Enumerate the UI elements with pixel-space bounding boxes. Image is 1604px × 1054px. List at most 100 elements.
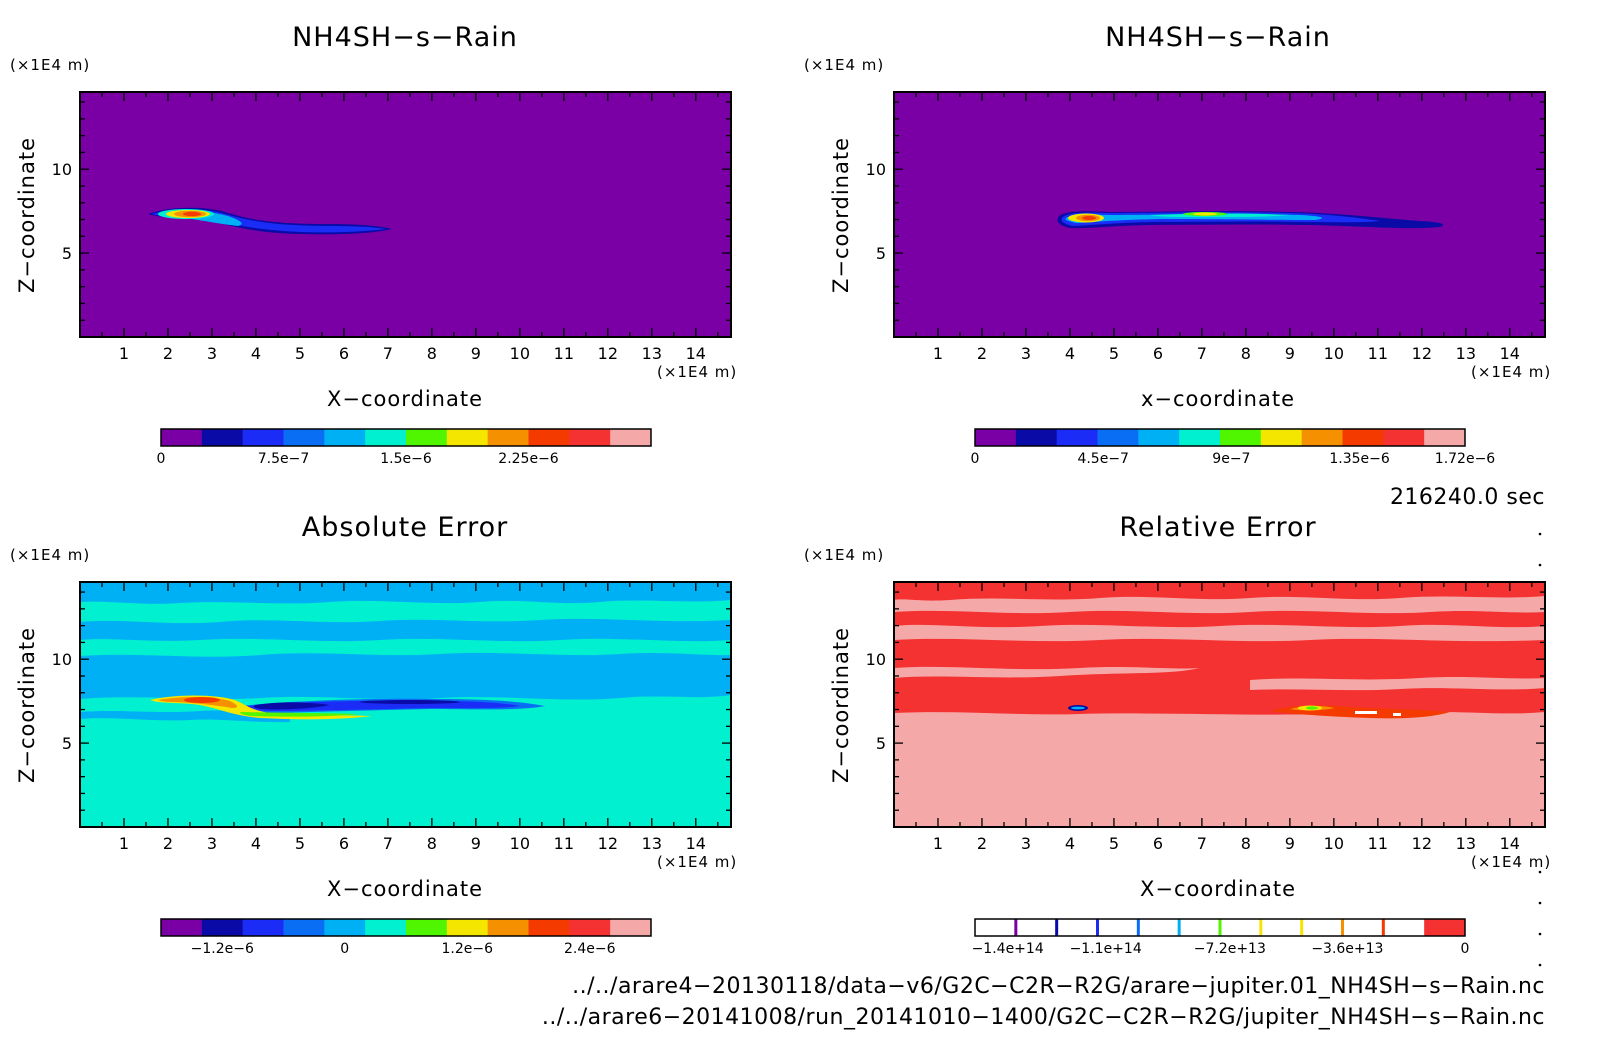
- panel-top-left: NH4SH−s−Rain (×1E4 m) 1 2 3 4 5 6 7 8 9 10 11 12 13 1…: [10, 22, 737, 467]
- colorbar-label: 9e−7: [1212, 451, 1250, 467]
- colorbar-swatch: [283, 919, 325, 936]
- upper-band: [80, 582, 731, 604]
- x-unit-label: (×1E4 m): [1471, 363, 1551, 381]
- heatmap-field: [80, 582, 731, 827]
- x-axis-label: X−coordinate: [1140, 877, 1296, 901]
- colorbar-label: 1.2e−6: [441, 941, 493, 957]
- colorbar-swatch: [975, 429, 1017, 446]
- colorbar-swatch: [161, 429, 203, 446]
- colorbar-label: −3.6e+13: [1311, 941, 1383, 957]
- x-tick-label: 4: [251, 344, 261, 363]
- colorbar-swatch: [610, 429, 652, 446]
- x-tick-label: 2: [163, 834, 173, 853]
- upper-band: [894, 582, 1545, 601]
- z-tick-label: 5: [876, 244, 886, 263]
- colorbar-level-mark: [1218, 919, 1222, 936]
- colorbar-swatch: [1342, 429, 1384, 446]
- plume-level-4: [1306, 706, 1318, 710]
- x-tick-label: 7: [383, 344, 393, 363]
- plume-core: [1082, 216, 1096, 220]
- x-tick-label: 10: [510, 834, 530, 853]
- colorbar-label: 0: [1461, 941, 1470, 957]
- colorbar-label: −7.2e+13: [1194, 941, 1266, 957]
- x-tick-label: 1: [119, 834, 129, 853]
- heatmap-field: [894, 92, 1545, 337]
- colorbar-swatch: [283, 429, 325, 446]
- colorbar-swatch: [569, 429, 611, 446]
- x-tick-label: 12: [1412, 344, 1432, 363]
- x-tick-label: 3: [1021, 834, 1031, 853]
- z-unit-label: (×1E4 m): [804, 56, 884, 74]
- x-tick-label: 11: [554, 834, 574, 853]
- x-tick-label: 13: [1456, 834, 1476, 853]
- colorbar-level-mark: [1055, 919, 1059, 936]
- x-unit-label: (×1E4 m): [657, 853, 737, 871]
- colorbar-label: 1.35e−6: [1329, 451, 1390, 467]
- x-tick-label: 5: [1109, 344, 1119, 363]
- colorbar-swatch: [487, 429, 529, 446]
- x-unit-label: (×1E4 m): [657, 363, 737, 381]
- plume-core: [183, 211, 201, 217]
- x-tick-label: 1: [933, 834, 943, 853]
- x-tick-label: 12: [598, 344, 618, 363]
- colorbar-swatch: [1138, 919, 1180, 936]
- colorbar-swatch: [1179, 919, 1221, 936]
- z-tick-label: 5: [62, 244, 72, 263]
- band-2: [894, 610, 1545, 628]
- band-3-hole-2: [1250, 677, 1545, 691]
- colorbar-level-mark: [1014, 919, 1018, 936]
- x-tick-label: 8: [1241, 344, 1251, 363]
- colorbar: −1.2e−6 0 1.2e−6 2.4e−6: [160, 918, 652, 957]
- colorbar-swatch: [365, 429, 407, 446]
- colorbar-label: −1.4e+14: [972, 941, 1044, 957]
- x-unit-label: (×1E4 m): [1471, 853, 1551, 871]
- colorbar-swatch: [242, 429, 284, 446]
- plot-frame: [79, 91, 732, 338]
- colorbar-swatch: [1056, 429, 1098, 446]
- x-tick-label: 3: [207, 834, 217, 853]
- x-tick-label: 9: [471, 344, 481, 363]
- x-tick-label: 11: [1368, 834, 1388, 853]
- colorbar-swatch: [1301, 429, 1343, 446]
- colorbar-swatch: [161, 919, 203, 936]
- colorbar-frame: [974, 428, 1466, 447]
- z-tick-label: 10: [52, 650, 72, 669]
- x-tick-label: 6: [339, 344, 349, 363]
- x-tick-label: 3: [1021, 344, 1031, 363]
- plot-frame: [893, 91, 1546, 338]
- colorbar-label: 1.5e−6: [380, 451, 432, 467]
- plot-frame: [79, 581, 732, 828]
- x-tick-label: 6: [1153, 834, 1163, 853]
- panel-bottom-left: Absolute Error (×1E4 m) 1 2 3 4 5 6 7 8 9 10 11 12 1…: [10, 512, 737, 957]
- colorbar-label: 1.72e−6: [1435, 451, 1496, 467]
- x-tick-label: 3: [207, 344, 217, 363]
- x-tick-label: 8: [1241, 834, 1251, 853]
- z-unit-label: (×1E4 m): [10, 56, 90, 74]
- z-axis-label: Z−coordinate: [829, 627, 853, 783]
- x-tick-label: 2: [977, 834, 987, 853]
- z-axis-label: Z−coordinate: [829, 137, 853, 293]
- x-tick-label: 13: [1456, 344, 1476, 363]
- x-tick-label: 4: [1065, 344, 1075, 363]
- z-unit-label: (×1E4 m): [804, 546, 884, 564]
- x-tick-label: 2: [977, 344, 987, 363]
- z-tick-label: 5: [876, 734, 886, 753]
- colorbar-swatch: [1383, 919, 1425, 936]
- colorbar-swatch: [1220, 919, 1262, 936]
- band-3: [80, 652, 731, 700]
- colorbar-swatch: [201, 429, 244, 446]
- x-tick-label: 13: [642, 344, 662, 363]
- z-tick-label: 10: [866, 650, 886, 669]
- x-tick-label: 5: [1109, 834, 1119, 853]
- x-tick-label: 4: [1065, 834, 1075, 853]
- colorbar-label: 0: [971, 451, 980, 467]
- panel-title: NH4SH−s−Rain: [292, 22, 518, 53]
- plume-positive-core: [184, 697, 220, 703]
- colorbar-label: 0: [340, 941, 349, 957]
- colorbar-swatch: [1220, 429, 1262, 446]
- colorbar-frame: [974, 918, 1466, 937]
- colorbar-swatch: [1260, 429, 1303, 446]
